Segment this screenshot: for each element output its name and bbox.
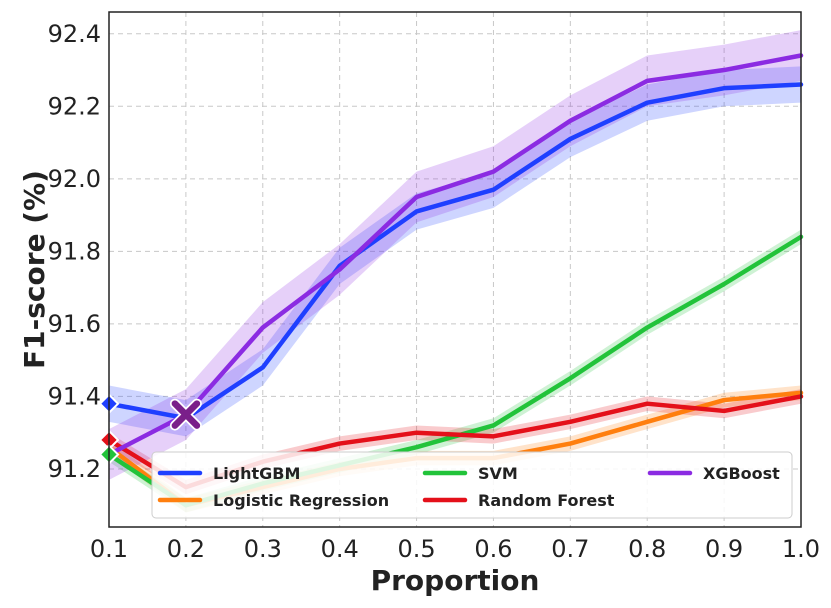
line-xgboost <box>106 53 804 457</box>
y-axis-ticks: 91.2 91.4 91.6 91.8 92.0 92.2 92.4 <box>48 20 101 483</box>
legend-item-xgboost: XGBoost <box>647 464 780 483</box>
marker-cross <box>171 400 201 429</box>
y-tick-label: 92.2 <box>48 92 101 120</box>
legend-item-logistic-regression: Logistic Regression <box>157 491 389 510</box>
x-axis-label: Proportion <box>371 564 540 597</box>
x-tick-label: 0.6 <box>474 535 512 563</box>
x-tick-label: 0.8 <box>628 535 666 563</box>
marker-xgboost <box>169 398 202 431</box>
y-tick-label: 92.4 <box>48 20 101 48</box>
legend-label: Logistic Regression <box>213 491 389 510</box>
x-tick-label: 0.1 <box>90 535 128 563</box>
y-tick-label: 91.6 <box>48 310 101 338</box>
line-lightgbm <box>106 82 804 421</box>
band-random-forest <box>109 389 801 495</box>
y-tick-label: 91.8 <box>48 237 101 265</box>
legend-label: XGBoost <box>703 464 780 483</box>
legend-label: SVM <box>478 464 518 483</box>
x-tick-label: 0.2 <box>167 535 205 563</box>
legend: LightGBM SVM XGBoost Logistic Regression Ran… <box>151 451 793 519</box>
y-tick-label: 92.0 <box>48 165 101 193</box>
legend-item-svm: SVM <box>422 464 518 483</box>
legend-box <box>151 451 793 519</box>
y-axis-label: F1-score (%) <box>18 170 51 369</box>
x-axis-ticks: 0.1 0.2 0.3 0.4 0.5 0.6 0.7 0.8 0.9 1.0 <box>90 535 820 563</box>
y-tick-label: 91.2 <box>48 455 101 483</box>
x-tick-label: 0.3 <box>244 535 282 563</box>
y-tick-label: 91.4 <box>48 382 101 410</box>
x-tick-label: 0.5 <box>397 535 435 563</box>
plot-frame <box>108 11 802 528</box>
legend-item-random-forest: Random Forest <box>422 491 615 510</box>
x-tick-label: 0.4 <box>321 535 359 563</box>
legend-item-lightgbm: LightGBM <box>157 464 300 483</box>
x-tick-label: 0.9 <box>705 535 743 563</box>
x-tick-label: 1.0 <box>782 535 820 563</box>
band-xgboost <box>109 30 801 480</box>
legend-label: LightGBM <box>213 464 300 483</box>
x-tick-label: 0.7 <box>551 535 589 563</box>
legend-label: Random Forest <box>478 491 615 510</box>
